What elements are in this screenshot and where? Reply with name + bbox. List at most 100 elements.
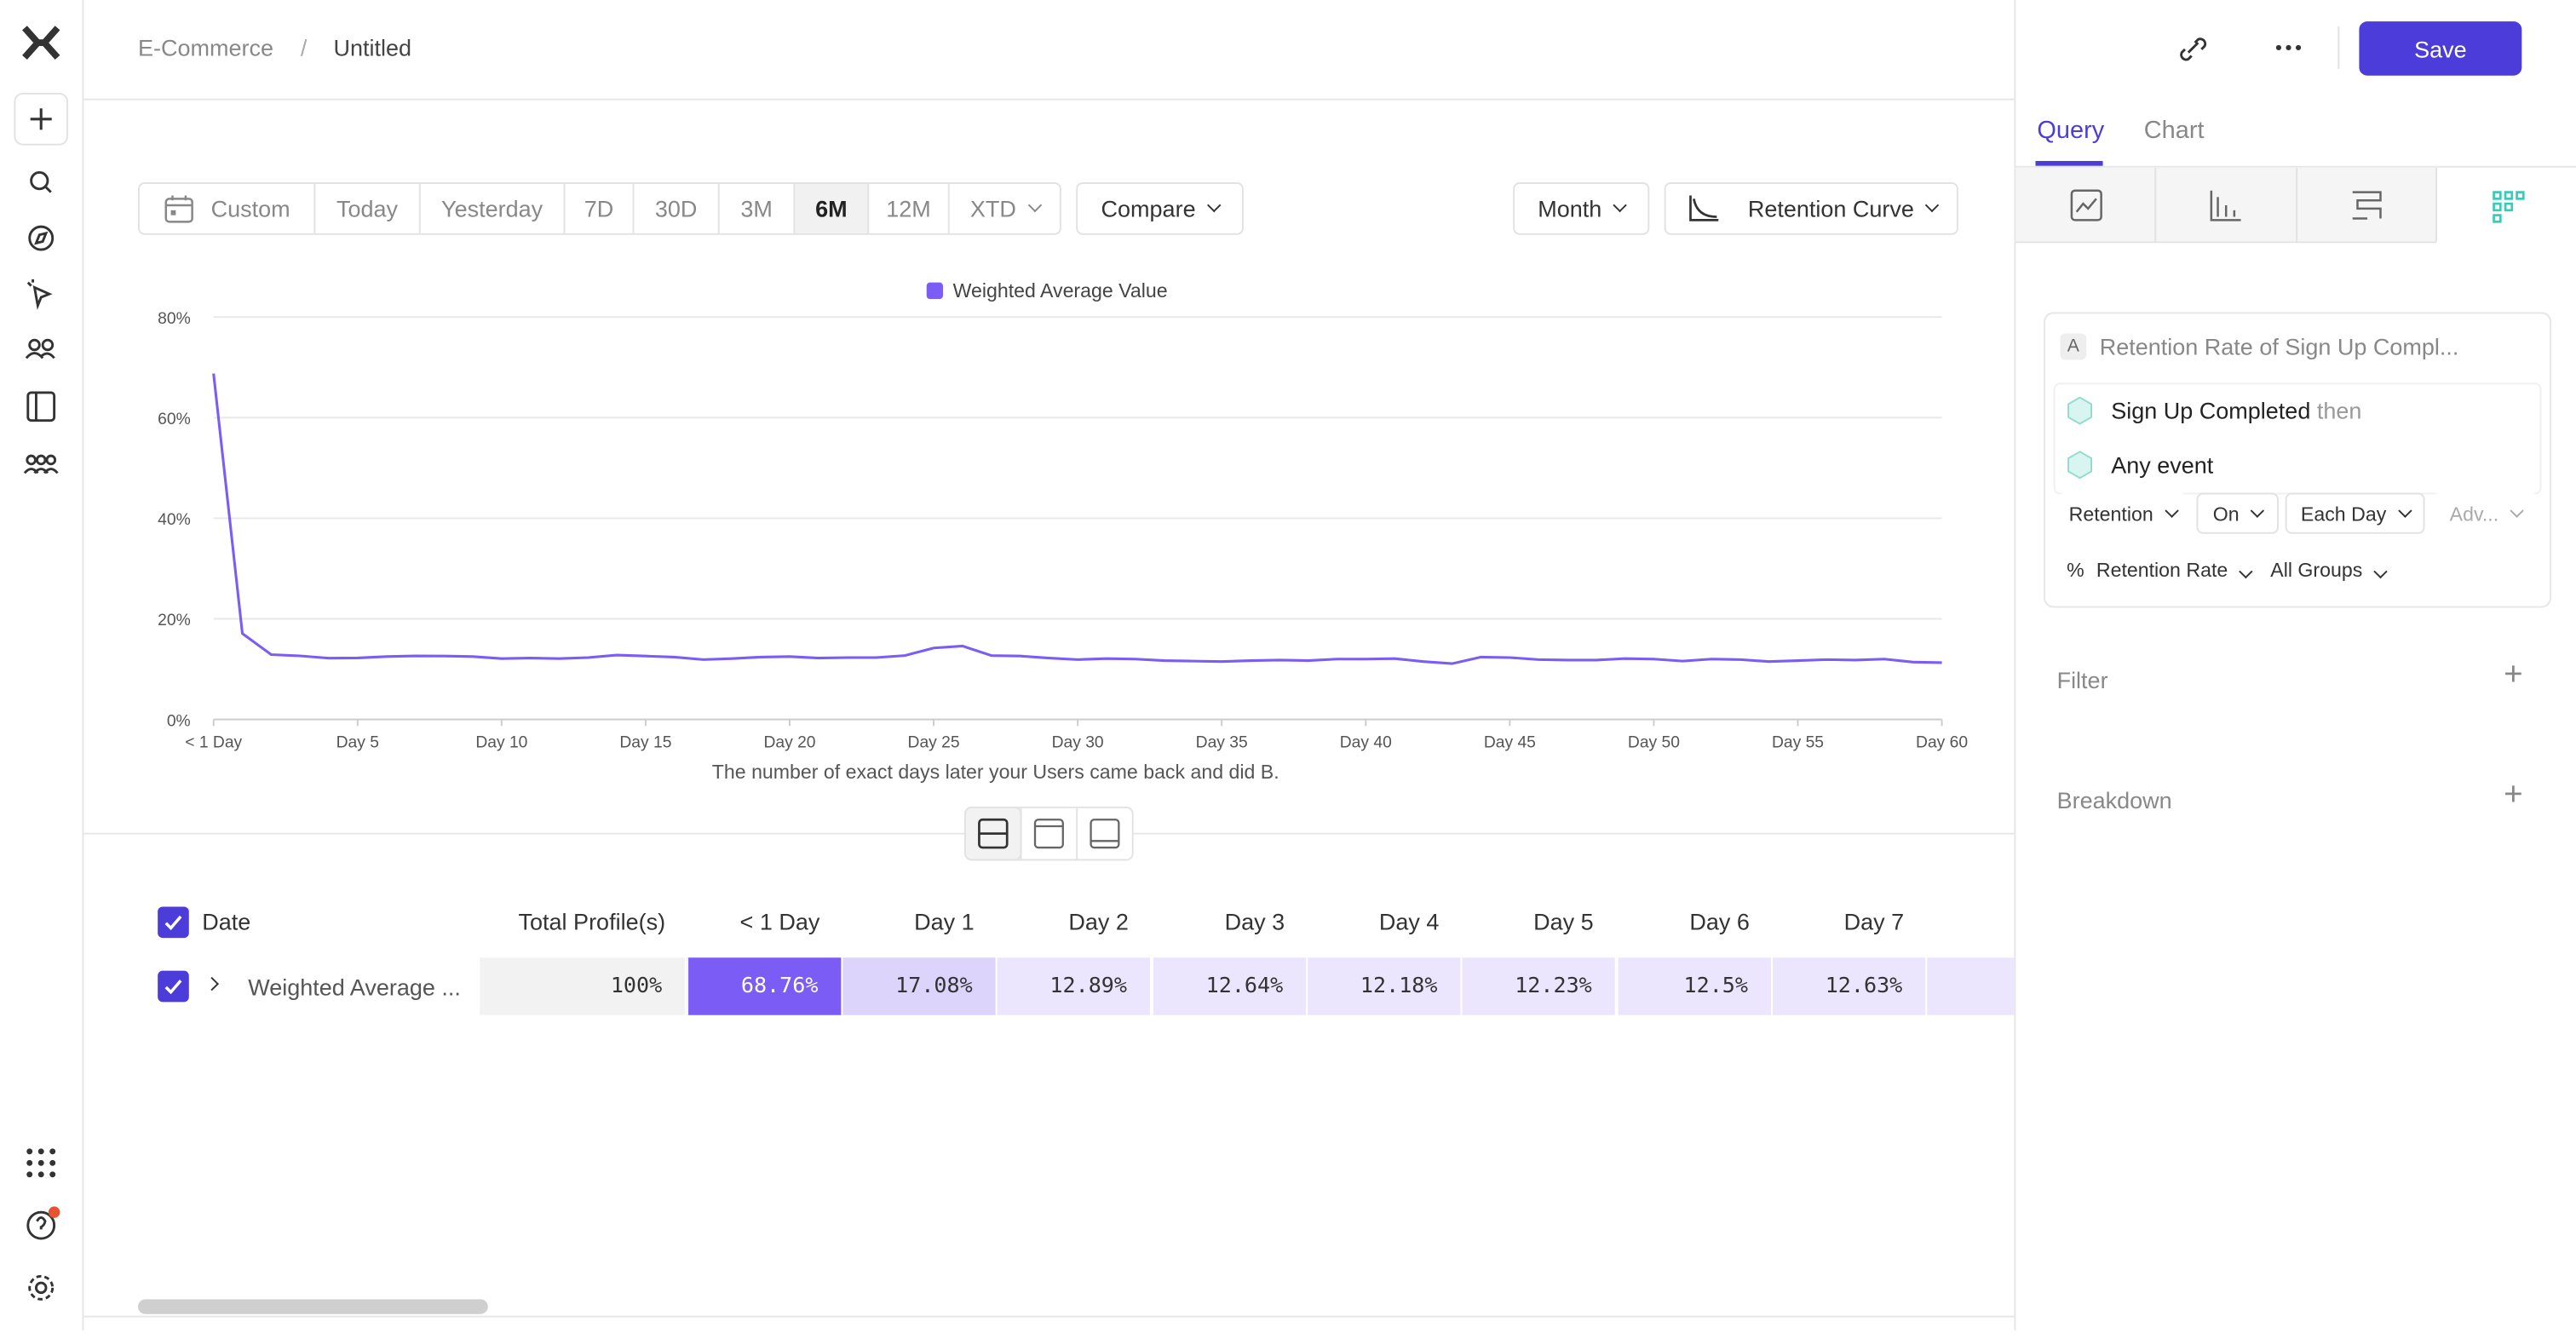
column-header: Day 5 [1533,908,1594,935]
view-toggle [964,806,1134,861]
users-icon[interactable] [28,338,41,352]
column-header: < 1 Day [739,908,820,935]
active-tab-underline [2035,160,2103,166]
advanced-option[interactable]: Adv... [2433,492,2539,534]
query-type-bar [2015,167,2525,244]
settings-icon[interactable] [34,1281,48,1295]
date-range-option[interactable]: 6M [795,183,870,233]
chart-tab[interactable]: Chart [2143,116,2205,145]
retention-table: Date Total Profile(s) < 1 Day Day 1 Day 2 Day… [158,906,2015,1015]
y-tick-label: 40% [158,511,191,529]
measure-label: Retention Rate [2096,558,2228,582]
date-range-option[interactable]: 3M [720,183,796,233]
option-label: Each Day [2300,502,2387,526]
breadcrumb-separator: / [300,34,308,61]
granularity-button[interactable]: Month [1513,182,1650,235]
curve-icon [1688,195,1719,221]
event-a-name: Sign Up Completed [2111,397,2311,424]
chart-view-button[interactable] [1033,819,1064,849]
click-icon[interactable] [26,279,53,310]
table-cell: 12.5% [1616,957,1771,1015]
tabs-border [2015,165,2576,168]
date-range-option[interactable]: XTD [950,184,1060,233]
chart-kind-label: Retention Curve [1747,195,1914,222]
separator [2337,26,2340,69]
date-range-option[interactable]: Custom [140,183,316,233]
table-cell: 12.64% [1151,957,1307,1015]
option-label: Retention [2068,502,2153,526]
apps-icon[interactable] [26,1148,56,1178]
flows-icon[interactable] [2352,191,2382,220]
search-icon[interactable] [30,171,49,191]
column-header: D [1925,908,2014,934]
add-breakdown[interactable]: + [2504,777,2523,813]
plus-icon [30,108,52,130]
groups-select[interactable]: All Groups [2270,558,2388,582]
y-tick-label: 20% [158,612,191,629]
each-day-option[interactable]: Each Day [2285,492,2425,534]
date-range-option[interactable]: Yesterday [421,183,566,233]
metric-letter: A [2060,333,2087,360]
on-option[interactable]: On [2196,492,2279,534]
explore-icon[interactable] [28,225,55,251]
query-tab[interactable]: Query [2037,116,2105,145]
insights-icon[interactable] [2070,189,2102,221]
checkbox[interactable] [158,970,189,1003]
date-range-label: Today [336,195,399,222]
checkbox[interactable] [158,906,189,939]
retention-option[interactable]: Retention [2058,492,2187,534]
help-icon[interactable] [26,1210,56,1240]
retention-icon[interactable] [2493,191,2525,223]
notification-dot [48,1206,60,1218]
save-button[interactable]: Save [2359,21,2522,76]
measure-select[interactable]: Retention Rate [2096,558,2253,582]
chart-kind-button[interactable]: Retention Curve [1664,182,1958,235]
date-range-option[interactable]: 30D [634,183,720,233]
column-header: Day 4 [1378,908,1440,935]
link-icon[interactable] [2180,37,2207,61]
date-range-label: 7D [584,195,614,222]
funnel-icon[interactable] [2210,190,2241,221]
percent-label: % [2067,558,2084,582]
date-range-label: Custom [210,195,290,222]
table-view-button[interactable] [1090,819,1120,849]
scrollbar-thumb[interactable] [137,1299,488,1314]
y-tick-label: 80% [158,310,191,328]
option-label: On [2212,502,2240,526]
library-icon[interactable] [26,391,56,422]
calendar-icon [165,195,194,223]
metric-card [2044,312,2552,608]
column-header: Day 1 [914,908,975,935]
breakdown-label: Breakdown [2056,786,2172,813]
date-range-option[interactable]: Today [315,183,421,233]
table-cell: 12.63% [1770,957,1926,1015]
date-range-option[interactable]: 12M [869,183,950,233]
breadcrumb-project[interactable]: E-Commerce [137,34,274,61]
event-b[interactable]: Any event [2111,451,2214,479]
logo[interactable] [22,26,60,60]
table-cell: 12.18% [1306,957,1461,1015]
granularity-label: Month [1538,195,1602,222]
add-filter[interactable]: + [2504,657,2523,693]
expand-chevron[interactable] [204,976,219,991]
date-range-label: 6M [815,195,848,222]
breadcrumb-title[interactable]: Untitled [333,34,412,61]
x-tick-label: Day 45 [1484,733,1536,751]
groups-label: All Groups [2270,558,2363,582]
more-icon[interactable] [2275,44,2302,51]
event-a[interactable]: Sign Up Completed then [2111,398,2361,424]
check-mark [164,980,182,995]
table-cell: 12. [1925,957,2015,1015]
compare-button[interactable]: Compare [1076,182,1244,235]
date-range-picker: Custom Today Yesterday 7D 30D 3M 6M 12M XTD [137,182,1061,235]
date-range-option[interactable]: 7D [565,183,635,233]
table-cell: 100% [480,957,686,1015]
table-cell: 12.23% [1460,957,1615,1015]
legend-label: Weighted Average Value [953,279,1168,302]
check-mark [164,915,182,931]
date-range-label: 3M [740,195,773,222]
x-tick-label: Day 15 [619,733,671,751]
metric-name[interactable]: Retention Rate of Sign Up Compl... [2099,333,2459,360]
cohorts-icon[interactable] [26,454,37,466]
